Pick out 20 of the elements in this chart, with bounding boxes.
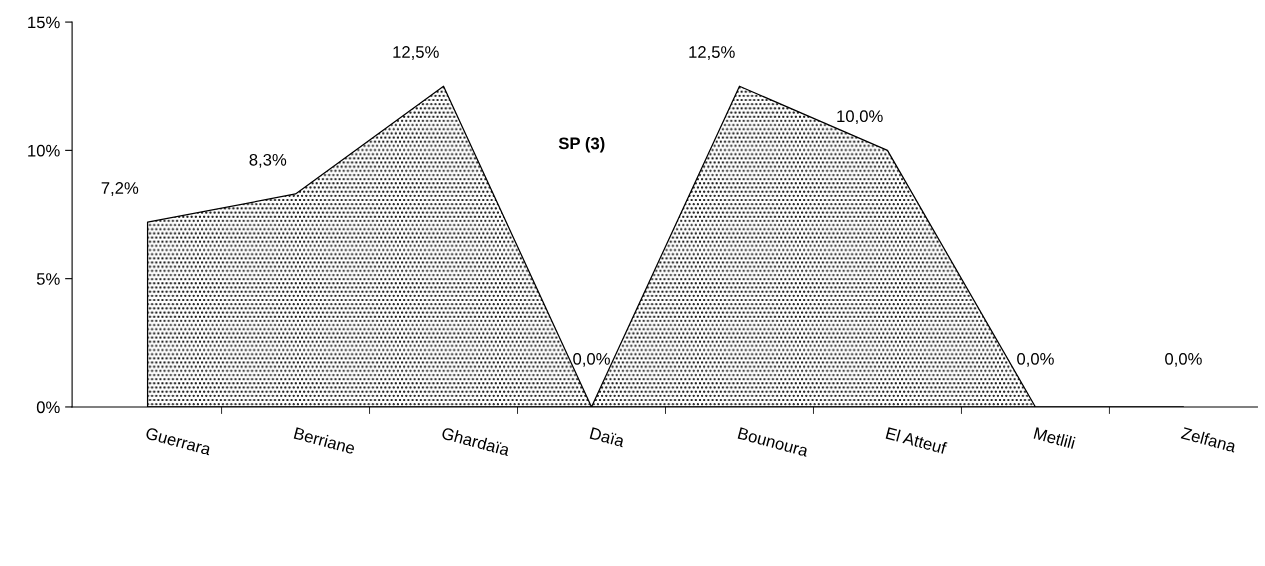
y-tick-label: 0% xyxy=(36,401,60,414)
y-tick-label: 5% xyxy=(36,273,60,285)
data-label: 0,0% xyxy=(1165,352,1202,367)
x-tick-label: Berriane xyxy=(293,426,356,455)
data-label: 10,0% xyxy=(837,110,883,125)
data-label: 12,5% xyxy=(393,46,439,60)
x-tick-label: Zelfana xyxy=(1180,426,1238,453)
x-tick-label: Daïa xyxy=(589,427,626,448)
x-tick-label: El Atteuf xyxy=(885,426,948,455)
x-tick-label: Guerrara xyxy=(145,427,212,456)
text: SP (3) xyxy=(558,137,605,153)
data-label: 0,0% xyxy=(573,352,610,367)
data-label: 0,0% xyxy=(1017,352,1054,367)
y-tick-label: 10% xyxy=(28,144,60,157)
y-tick-label: 15% xyxy=(28,16,60,29)
x-tick-label: Ghardaïa xyxy=(441,426,511,457)
x-tick-label: Metlili xyxy=(1033,426,1076,449)
data-label: 12,5% xyxy=(689,46,735,60)
data-label: 8,3% xyxy=(249,153,287,168)
data-label: 7,2% xyxy=(101,182,139,196)
